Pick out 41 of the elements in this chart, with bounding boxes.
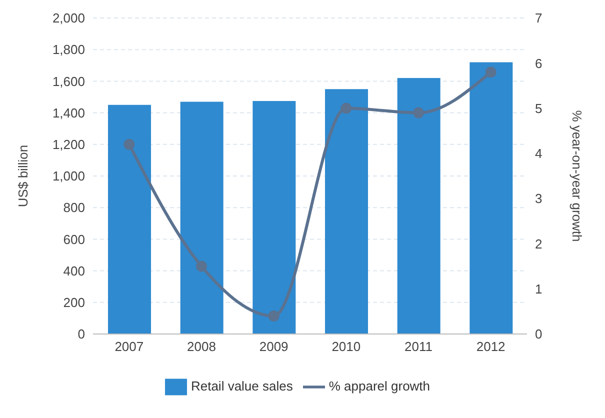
y2-tick-label: 6 xyxy=(535,56,542,71)
y-tick-label: 1,400 xyxy=(52,105,85,120)
y2-tick-label: 1 xyxy=(535,281,542,296)
point xyxy=(413,107,424,118)
bar xyxy=(325,89,368,334)
y-tick-label: 1,000 xyxy=(52,168,85,184)
y-tick-label: 200 xyxy=(63,295,85,310)
y-tick-label: 800 xyxy=(63,200,85,216)
bar xyxy=(252,100,296,334)
point xyxy=(196,260,207,272)
y2-tick-label: 4 xyxy=(535,146,542,162)
bar xyxy=(108,104,151,334)
x-tick-label: 2012 xyxy=(476,339,506,354)
legend-label: % apparel growth xyxy=(328,378,430,394)
y-axis-title: US$ billion xyxy=(16,144,31,208)
y2-axis-title: % year-on-year growth xyxy=(569,110,584,242)
point xyxy=(485,66,496,78)
y-tick-label: 600 xyxy=(63,232,85,247)
point xyxy=(340,102,352,114)
bar xyxy=(180,102,224,334)
x-tick-label: 2007 xyxy=(114,339,144,354)
y2-tick-label: 5 xyxy=(535,100,542,116)
y2-tick-label: 2 xyxy=(535,236,542,252)
bar xyxy=(397,78,440,334)
y2-tick-label: 3 xyxy=(535,191,542,206)
y-tick-label: 2,000 xyxy=(52,10,85,26)
x-tick-label: 2009 xyxy=(259,339,288,354)
point xyxy=(124,138,135,150)
y-tick-label: 0 xyxy=(78,326,85,342)
y-tick-label: 1,600 xyxy=(52,74,85,89)
y-tick-label: 400 xyxy=(63,263,85,278)
x-tick-label: 2010 xyxy=(332,339,361,354)
point xyxy=(268,310,280,322)
x-tick-label: 2008 xyxy=(187,339,216,354)
legend-label: Retail value sales xyxy=(190,378,293,394)
y-tick-label: 1,800 xyxy=(52,42,85,58)
y2-tick-label: 0 xyxy=(535,326,542,342)
y-tick-label: 1,200 xyxy=(52,137,85,152)
x-tick-label: 2011 xyxy=(404,339,432,354)
bar xyxy=(470,62,513,334)
y2-tick-label: 7 xyxy=(535,10,542,26)
